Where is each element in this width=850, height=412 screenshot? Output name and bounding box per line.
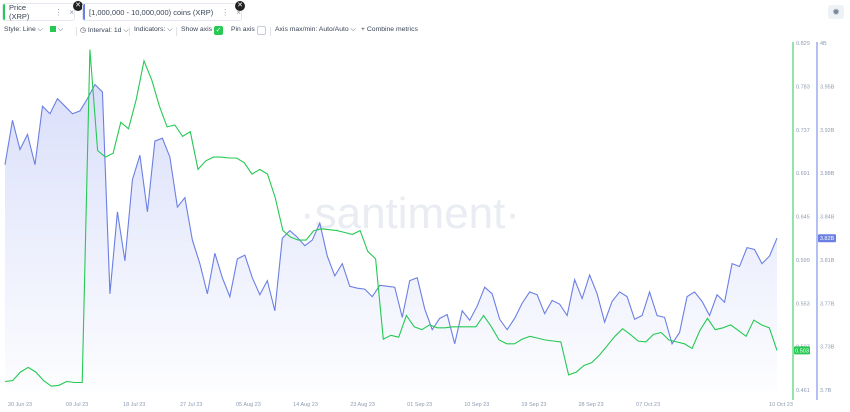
remove-tab-icon[interactable]: ✕ [235, 1, 245, 11]
tab-label: Price (XRP) [9, 3, 30, 21]
holders-tick-label: 3.7B [820, 388, 832, 394]
holders-area [5, 84, 777, 390]
price-tick-label: 0.461 [796, 388, 810, 394]
holders-line [4, 83, 778, 346]
chart-options-bar: Style: Line ⌵ ⌵ ◷ Interval: 1d ⌵ Indicat… [0, 26, 850, 38]
indicators-label: Indicators: [134, 26, 166, 33]
holders-current-badge: 3.82B [818, 234, 836, 243]
price-tick-label: 0.599 [796, 258, 810, 264]
close-icon[interactable]: × [236, 7, 241, 17]
x-tick-label: 23 Aug 23 [350, 402, 375, 408]
holders-tick-label: 3.88B [820, 171, 835, 177]
style-dropdown[interactable]: Style: Line ⌵ [4, 26, 43, 33]
divider [176, 27, 177, 36]
tab-label: [1,000,000 - 10,000,000) coins (XRP) [89, 7, 214, 17]
combine-metrics-button[interactable]: + Combine metrics [361, 26, 418, 33]
color-picker[interactable]: ⌵ [50, 26, 63, 34]
price-axis: 0.8290.7830.7370.6910.6450.5990.5530.507… [796, 41, 810, 394]
price-current-badge: 0.503 [794, 346, 810, 355]
more-options-icon[interactable]: ⋮ [54, 7, 62, 17]
x-tick-label: 05 Aug 23 [236, 402, 261, 408]
combine-metrics-label: Combine metrics [366, 26, 418, 33]
axis-maxmin-dropdown[interactable]: Axis max/min: Auto/Auto ⌵ [275, 26, 356, 33]
divider [270, 27, 271, 36]
x-tick-label: 10 Oct 23 [769, 402, 793, 408]
show-axis-label: Show axis [181, 26, 212, 33]
metric-tabs: Price (XRP) ⋮ × ✕ [1,000,000 - 10,000,00… [0, 0, 850, 26]
holders-tick-label: 3.92B [820, 128, 835, 134]
x-tick-label: 01 Sep 23 [407, 402, 432, 408]
indicators-dropdown[interactable]: Indicators: ⌵ [134, 26, 173, 33]
more-options-icon[interactable]: ⋮ [221, 7, 229, 17]
axis-maxmin-label: Axis max/min: Auto/Auto [275, 26, 349, 33]
x-tick-label: 19 Sep 23 [521, 402, 546, 408]
tab-price-xrp[interactable]: Price (XRP) ⋮ × [2, 3, 75, 21]
holders-tick-label: 3.73B [820, 345, 835, 351]
close-icon[interactable]: × [69, 7, 74, 17]
x-tick-label: 27 Jul 23 [180, 402, 202, 408]
interval-label: Interval: 1d [87, 27, 122, 34]
tab-holders[interactable]: [1,000,000 - 10,000,000) coins (XRP) ⋮ × [82, 3, 242, 21]
x-tick-label: 18 Jul 23 [123, 402, 145, 408]
holders-axis: 4B 3.95B 3.92B 3.88B 3.84B 3.81B 3.77B 3.73B 3.7… [820, 41, 835, 394]
x-tick-label: 09 Jul 23 [66, 402, 88, 408]
price-tick-label: 0.645 [796, 215, 810, 221]
x-tick-label: 28 Sep 23 [578, 402, 603, 408]
interval-dropdown[interactable]: ◷ Interval: 1d ⌵ [80, 27, 129, 34]
holders-badge-bg [818, 234, 836, 243]
holders-current-value: 3.82B [820, 236, 835, 242]
divider [76, 27, 77, 36]
price-tick-label: 0.829 [796, 41, 810, 47]
price-badge-bg [794, 346, 810, 355]
price-tick-label: 0.783 [796, 84, 810, 90]
tab-color-bar [3, 4, 5, 20]
x-axis: 30 Jun 23 09 Jul 23 18 Jul 23 27 Jul 23 05 A… [8, 402, 793, 408]
santiment-watermark: ·santiment· [300, 189, 520, 238]
remove-tab-icon[interactable]: ✕ [73, 1, 83, 11]
clock-icon: ◷ [80, 27, 86, 34]
holders-tick-label: 3.95B [820, 84, 835, 90]
x-tick-label: 10 Sep 23 [464, 402, 489, 408]
show-axis-checkbox[interactable]: ✓ [214, 26, 223, 35]
holders-tick-label: 3.81B [820, 258, 835, 264]
divider [129, 27, 130, 36]
color-swatch-icon [50, 26, 56, 33]
price-tick-label: 0.691 [796, 171, 810, 177]
plus-icon: + [361, 26, 365, 33]
price-tick-label: 0.553 [796, 301, 810, 307]
x-tick-label: 14 Aug 23 [293, 402, 318, 408]
settings-icon[interactable]: ✹ [828, 5, 844, 19]
holders-tick-label: 3.84B [820, 215, 835, 221]
x-tick-label: 07 Oct 23 [636, 402, 660, 408]
price-current-value: 0.503 [795, 348, 809, 354]
holders-tick-label: 3.77B [820, 301, 835, 307]
tab-color-bar [83, 4, 85, 20]
plot-area [4, 49, 778, 390]
pin-axis-checkbox[interactable] [257, 26, 266, 35]
price-tick-label: 0.737 [796, 128, 810, 134]
x-tick-label: 30 Jun 23 [8, 402, 32, 408]
price-line [4, 49, 778, 387]
holders-tick-label: 4B [820, 41, 827, 47]
style-label: Style: Line [4, 26, 36, 33]
pin-axis-label: Pin axis [231, 26, 255, 33]
